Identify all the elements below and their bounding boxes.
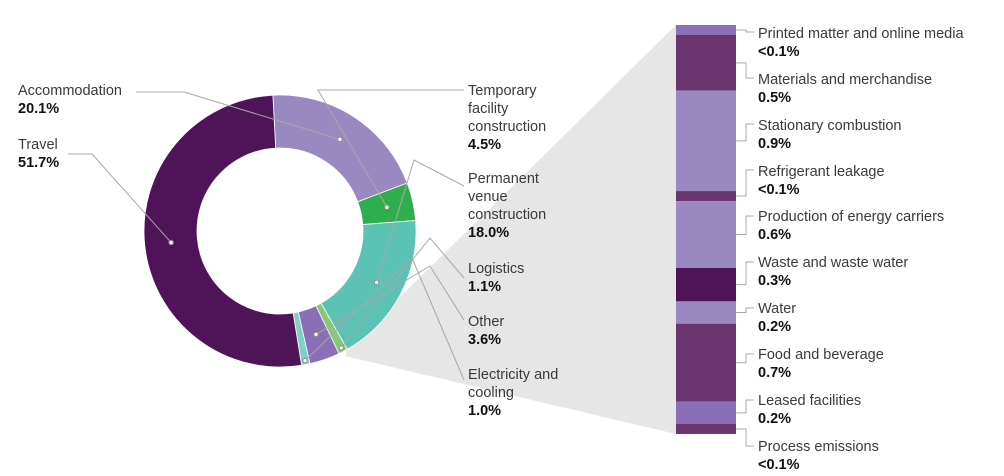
label-value: 0.6%	[758, 227, 792, 243]
label-value: 4.5%	[468, 137, 502, 153]
leader-line-travel	[68, 153, 172, 243]
label-production-of-energy-carriers: Production of energy carriers 0.6%	[758, 208, 944, 244]
label-food-and-beverage: Food and beverage 0.7%	[758, 346, 884, 382]
label-materials-and-merchandise: Materials and merchandise 0.5%	[758, 71, 932, 107]
label-value: 18.0%	[468, 225, 510, 241]
segment-water	[676, 301, 736, 324]
label-logistics: Logistics 1.1%	[468, 260, 524, 296]
leader-dot-electricity-and-cooling	[302, 357, 308, 364]
label-other: Other 3.6%	[468, 313, 504, 349]
label-name: Refrigerant leakage	[758, 164, 885, 180]
label-waste-and-waste-water: Waste and waste water 0.3%	[758, 254, 908, 290]
segment-materials-and-merchandise	[676, 35, 736, 91]
label-travel: Travel 51.7%	[18, 136, 59, 172]
leader-line-stationary-combustion	[736, 123, 754, 142]
leader-line-process-emissions	[736, 428, 754, 447]
label-water: Water 0.2%	[758, 300, 796, 336]
label-name: Process emissions	[758, 439, 879, 455]
label-name: Leased facilities	[758, 393, 862, 409]
segment-printed-matter-and-online-media	[676, 25, 736, 35]
leader-dot-logistics	[338, 345, 344, 351]
leader-line-accommodation	[136, 91, 341, 140]
segment-production-of-energy-carriers	[676, 201, 736, 268]
label-name: Production of energy carriers	[758, 209, 945, 225]
label-name: Materials and merchandise	[758, 72, 933, 88]
label-name: Travel	[18, 137, 58, 153]
segment-waste-and-waste-water	[676, 267, 736, 302]
label-printed-matter: Printed matter and online media <0.1%	[758, 25, 964, 61]
label-name: Temporary facility construction	[468, 83, 547, 135]
label-name: Accommodation	[18, 83, 122, 99]
label-value: 20.1%	[18, 101, 60, 117]
leader-line-leased-facilities	[736, 399, 754, 414]
leader-line-refrigerant-leakage	[736, 169, 754, 197]
leader-dot-permanent-venue-construction	[374, 279, 380, 286]
label-value: 1.1%	[468, 279, 502, 295]
segment-process-emissions	[676, 424, 736, 434]
label-value: 0.7%	[758, 365, 792, 381]
label-value: <0.1%	[758, 182, 800, 198]
segment-stationary-combustion	[676, 90, 736, 192]
leader-line-electricity-and-cooling	[304, 257, 465, 381]
label-value: 1.0%	[468, 403, 502, 419]
label-stationary-combustion: Stationary combustion 0.9%	[758, 117, 901, 153]
label-value: 51.7%	[18, 155, 60, 171]
label-temporary-facility-construction: Temporary facility construction 4.5%	[468, 82, 568, 154]
label-name: Printed matter and online media	[758, 26, 964, 42]
label-name: Stationary combustion	[758, 118, 902, 134]
label-electricity-and-cooling: Electricity and cooling 1.0%	[468, 366, 568, 420]
leader-line-logistics	[340, 237, 465, 349]
label-value: 0.3%	[758, 273, 792, 289]
label-value: 0.9%	[758, 136, 792, 152]
leader-dot-other	[313, 331, 319, 338]
leader-line-permanent-venue-construction	[376, 159, 465, 283]
segment-food-and-beverage	[676, 323, 736, 402]
label-value: 3.6%	[468, 332, 502, 348]
leader-dot-temporary-facility-construction	[384, 204, 390, 210]
donut-slice-travel	[143, 94, 303, 368]
label-name: Water	[758, 301, 797, 317]
leader-lines	[68, 29, 754, 447]
leader-line-temporary-facility-construction	[317, 89, 464, 208]
label-value: 0.5%	[758, 90, 792, 106]
segment-leased-facilities	[676, 401, 736, 424]
segment-refrigerant-leakage	[676, 191, 736, 202]
leader-line-water	[736, 307, 754, 314]
label-value: <0.1%	[758, 457, 800, 473]
leader-line-food-and-beverage	[736, 353, 754, 364]
leader-line-materials-and-merchandise	[736, 62, 754, 79]
donut-slice-accommodation	[272, 94, 408, 203]
label-value: 0.2%	[758, 319, 792, 335]
label-accommodation: Accommodation 20.1%	[18, 82, 122, 118]
label-value: <0.1%	[758, 44, 800, 60]
leader-dot-accommodation	[337, 136, 343, 143]
label-name: Waste and waste water	[758, 255, 909, 271]
label-permanent-venue-construction: Permanent venue construction 18.0%	[468, 170, 568, 242]
label-name: Electricity and cooling	[468, 367, 559, 401]
label-process-emissions: Process emissions <0.1%	[758, 438, 879, 474]
label-name: Other	[468, 314, 505, 330]
stacked-column	[676, 25, 736, 434]
leader-line-waste-and-waste-water	[736, 261, 754, 286]
label-name: Food and beverage	[758, 347, 884, 363]
leader-dot-travel	[168, 239, 174, 246]
zoom-funnel	[346, 25, 676, 434]
label-name: Permanent venue construction	[468, 171, 547, 223]
label-refrigerant-leakage: Refrigerant leakage <0.1%	[758, 163, 885, 199]
leader-line-printed-matter-and-online-media	[736, 29, 754, 33]
leader-line-other	[315, 265, 465, 335]
leader-line-production-of-energy-carriers	[736, 215, 754, 235]
label-leased-facilities: Leased facilities 0.2%	[758, 392, 861, 428]
donut-chart	[143, 94, 417, 368]
label-value: 0.2%	[758, 411, 792, 427]
label-name: Logistics	[468, 261, 525, 277]
